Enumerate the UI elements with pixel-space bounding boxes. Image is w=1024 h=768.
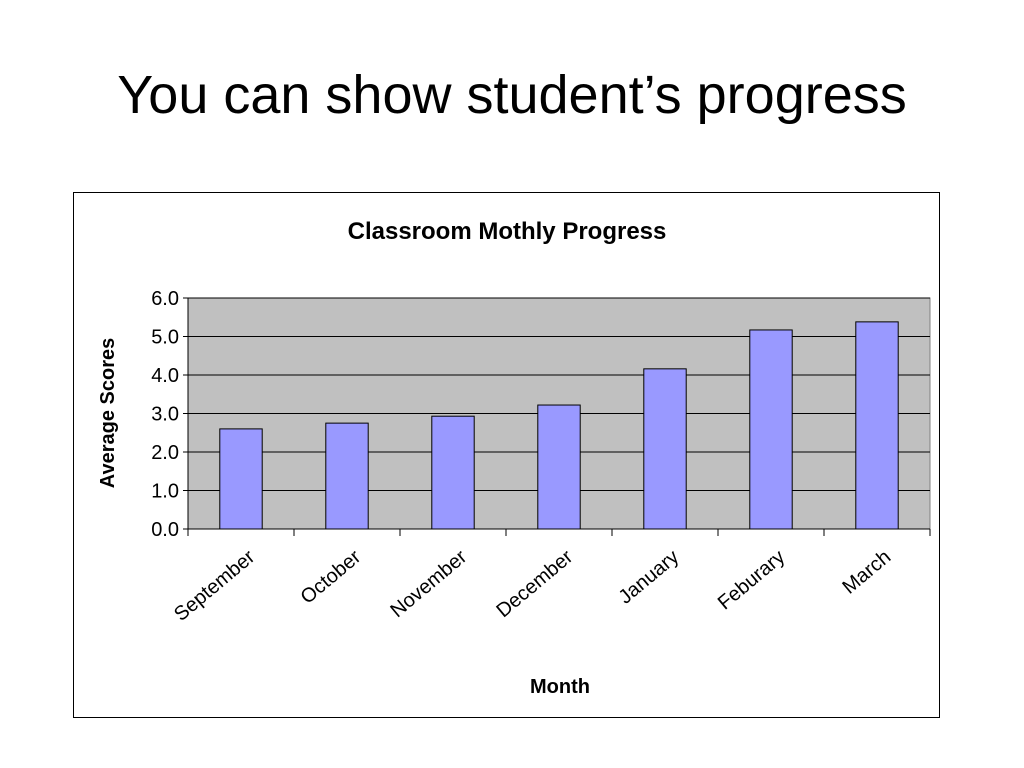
x-tick-label: December [492,546,577,622]
y-tick-label: 6.0 [151,288,179,310]
y-tick-label: 1.0 [151,481,179,503]
gridlines [188,297,930,491]
bar-march [855,321,899,530]
y-tick-label: 4.0 [151,365,179,387]
bar-chart: Classroom Mothly Progress 0.0 1.0 2.0 3.0 4.… [97,218,931,698]
bar-october [325,422,369,530]
chart-frame: Classroom Mothly Progress 0.0 1.0 2.0 3.0 4.… [73,192,940,718]
bar-december [537,404,581,530]
bar-september [219,428,263,530]
x-tick-label: January [615,546,684,609]
x-axis-ticks: September October November December January F… [170,529,931,626]
x-tick-label: September [170,546,259,626]
y-axis-label: Average Scores [97,338,119,488]
bar-feburary [749,329,793,530]
bars [219,321,899,530]
slide-title: You can show student’s progress [117,65,907,125]
x-tick-label: Feburary [714,546,789,614]
bar-january [643,368,687,530]
x-tick-label: November [386,546,471,622]
x-tick-label: October [297,546,366,609]
chart-title: Classroom Mothly Progress [348,218,667,245]
y-tick-label: 3.0 [151,404,179,426]
bar-november [431,415,475,530]
y-axis-ticks: 0.0 1.0 2.0 3.0 4.0 5.0 6.0 [151,288,188,541]
x-tick-label: March [838,546,895,599]
y-tick-label: 5.0 [151,327,179,349]
y-tick-label: 0.0 [151,519,179,541]
x-axis-label: Month [530,676,590,698]
y-tick-label: 2.0 [151,442,179,464]
